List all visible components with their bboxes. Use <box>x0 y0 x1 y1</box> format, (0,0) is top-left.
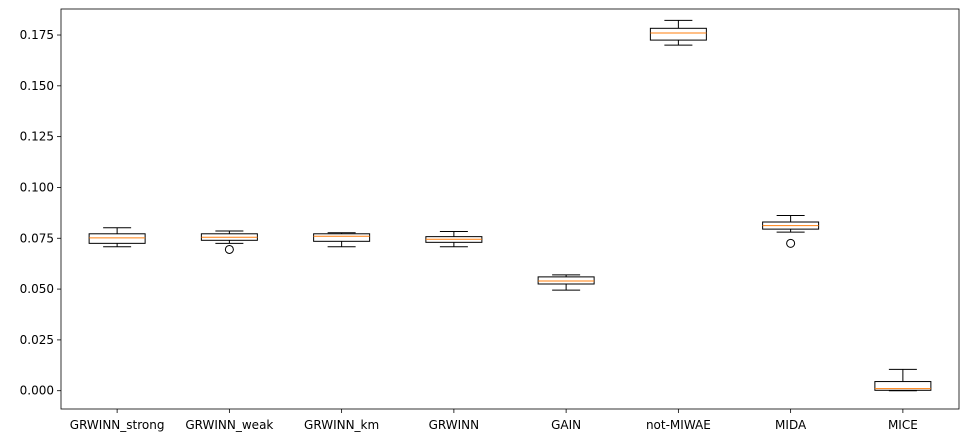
x-axis: GRWINN_strong GRWINN_weak GRWINN_km GRWINN G… <box>70 409 918 432</box>
x-tick-label: GAIN <box>551 418 581 432</box>
y-tick-label: 0.125 <box>20 130 54 144</box>
x-tick-label: GRWINN_strong <box>70 418 165 432</box>
y-tick-label: 0.100 <box>20 180 54 194</box>
y-tick-label: 0.175 <box>20 28 54 42</box>
box-iqr <box>313 233 371 242</box>
box-group-mida <box>762 215 820 248</box>
box-group-gain <box>537 274 595 291</box>
box-iqr <box>649 27 707 41</box>
box-group-grwinn_km <box>313 232 371 248</box>
outlier-point <box>224 244 234 254</box>
x-tick-label: GRWINN <box>429 418 480 432</box>
box-iqr <box>874 381 932 391</box>
outlier-point <box>786 238 796 248</box>
x-tick-label: MICE <box>888 418 918 432</box>
box-group-grwinn <box>425 231 483 248</box>
x-tick-label: GRWINN_km <box>304 418 379 432</box>
x-tick-label: not-MIWAE <box>646 418 711 432</box>
y-tick-label: 0.025 <box>20 333 54 347</box>
y-axis: 0.000 0.025 0.050 0.075 0.100 0.125 0.150 0.175 <box>20 28 61 398</box>
plot-frame <box>60 8 960 410</box>
y-tick-label: 0.075 <box>20 231 54 245</box>
box-iqr <box>537 276 595 285</box>
box-group-not-miwae <box>649 19 707 46</box>
box-group-grwinn_weak <box>200 230 258 254</box>
x-tick-label: MIDA <box>775 418 807 432</box>
y-tick-label: 0.000 <box>20 384 54 398</box>
y-tick-label: 0.150 <box>20 79 54 93</box>
box-group-mice <box>874 368 932 392</box>
box-group-grwinn_strong <box>88 227 146 248</box>
x-tick-label: GRWINN_weak <box>185 418 273 432</box>
box-iqr <box>88 233 146 244</box>
boxes-layer <box>88 19 932 392</box>
y-tick-label: 0.050 <box>20 282 54 296</box>
